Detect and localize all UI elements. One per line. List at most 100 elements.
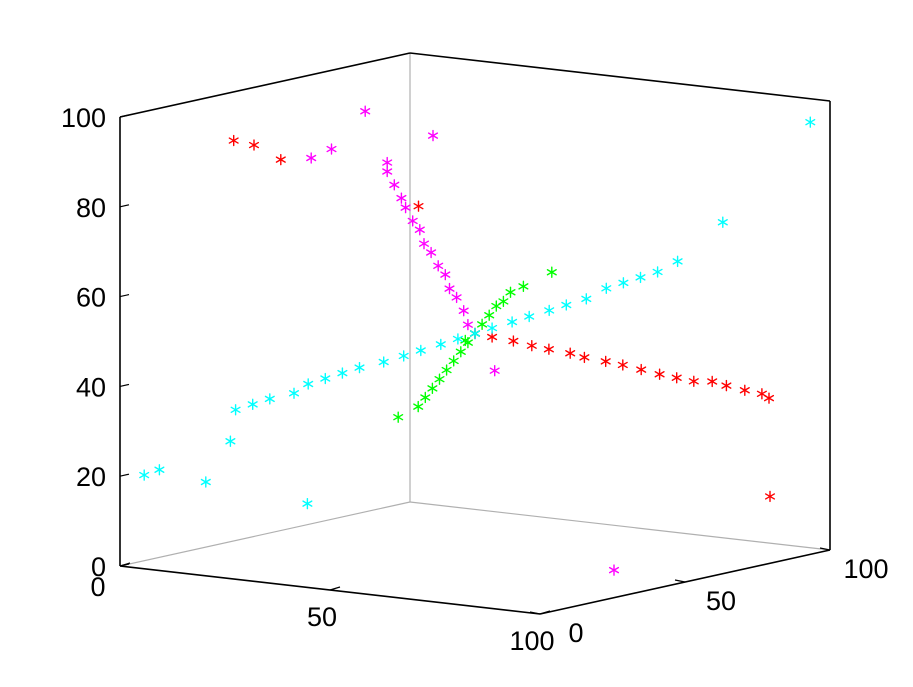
z-tick bbox=[119, 473, 130, 477]
data-point bbox=[707, 375, 718, 388]
data-point bbox=[326, 143, 337, 155]
data-point bbox=[389, 179, 400, 191]
data-point bbox=[526, 339, 537, 352]
x-tick bbox=[539, 610, 551, 615]
data-point bbox=[487, 322, 498, 334]
data-point bbox=[433, 260, 444, 272]
data-point bbox=[579, 351, 590, 364]
y-tick bbox=[529, 611, 541, 615]
data-point bbox=[440, 268, 451, 281]
data-point bbox=[228, 134, 239, 147]
data-point bbox=[600, 355, 611, 368]
data-point bbox=[225, 435, 236, 447]
data-point bbox=[418, 237, 430, 250]
data-point bbox=[672, 255, 683, 268]
data-point bbox=[764, 490, 776, 503]
data-point bbox=[413, 400, 424, 413]
data-point bbox=[652, 266, 663, 278]
data-point bbox=[546, 266, 557, 278]
z-tick-label: 0 bbox=[91, 552, 106, 582]
data-point bbox=[717, 216, 728, 228]
data-point bbox=[524, 310, 535, 323]
x-tick-label: 0 bbox=[90, 572, 105, 602]
data-points bbox=[139, 105, 816, 576]
data-point bbox=[354, 361, 365, 374]
z-tick bbox=[119, 204, 130, 208]
data-point bbox=[635, 271, 646, 284]
data-point bbox=[462, 318, 473, 331]
data-point bbox=[505, 286, 516, 298]
z-tick-label: 60 bbox=[76, 283, 106, 313]
data-point bbox=[518, 280, 529, 293]
data-point bbox=[763, 392, 775, 404]
y-tick bbox=[819, 547, 831, 551]
z-tick bbox=[119, 383, 130, 387]
data-point bbox=[543, 343, 554, 355]
data-point bbox=[561, 299, 572, 311]
data-point bbox=[400, 201, 411, 214]
data-point bbox=[398, 350, 409, 362]
x-tick-label: 100 bbox=[509, 626, 554, 656]
data-point bbox=[507, 316, 518, 328]
data-point bbox=[477, 318, 488, 331]
data-point bbox=[337, 367, 348, 379]
data-point bbox=[618, 277, 629, 289]
data-point bbox=[303, 378, 314, 390]
data-point bbox=[739, 384, 750, 396]
data-point bbox=[302, 497, 313, 510]
y-tick bbox=[674, 579, 686, 583]
data-point bbox=[601, 282, 612, 294]
data-point bbox=[230, 404, 241, 416]
back-floor-edge-y1 bbox=[409, 501, 831, 551]
data-point bbox=[320, 372, 331, 385]
data-point bbox=[581, 293, 592, 305]
data-point bbox=[636, 363, 647, 376]
data-point bbox=[378, 356, 389, 368]
series-3 bbox=[139, 116, 816, 510]
z-tick bbox=[119, 294, 130, 298]
data-point bbox=[427, 382, 438, 395]
data-point bbox=[544, 304, 555, 317]
y-tick-label: 0 bbox=[568, 618, 583, 648]
data-point bbox=[247, 398, 258, 411]
data-point bbox=[458, 305, 469, 317]
tick-labels: 0 50 100 0 50 100 0 20 40 60 80 100 bbox=[61, 103, 889, 656]
z-tick-label: 40 bbox=[76, 372, 106, 402]
y-tick-label: 50 bbox=[706, 586, 736, 616]
z-tick-label: 80 bbox=[76, 193, 106, 223]
data-point bbox=[688, 375, 699, 387]
z-tick bbox=[119, 114, 130, 118]
data-point bbox=[721, 379, 732, 392]
data-point bbox=[413, 200, 424, 212]
data-point bbox=[441, 364, 452, 376]
top-edge-right bbox=[409, 52, 831, 102]
x-tick bbox=[329, 586, 341, 591]
data-point bbox=[452, 333, 463, 345]
series-0 bbox=[228, 134, 776, 503]
data-point bbox=[393, 411, 404, 423]
back-floor-edge-x0 bbox=[119, 501, 411, 567]
data-point bbox=[420, 391, 431, 404]
data-point bbox=[200, 476, 211, 488]
data-point bbox=[489, 365, 500, 377]
data-point bbox=[407, 215, 418, 227]
data-point bbox=[434, 373, 445, 385]
data-point bbox=[671, 372, 682, 384]
data-point bbox=[414, 224, 425, 236]
data-point bbox=[360, 105, 371, 117]
data-point bbox=[805, 116, 816, 128]
z-tick-label: 100 bbox=[61, 103, 106, 133]
data-point bbox=[396, 192, 407, 204]
data-point bbox=[469, 327, 481, 340]
data-point bbox=[756, 388, 767, 400]
data-point bbox=[306, 152, 317, 164]
data-point bbox=[139, 469, 150, 481]
data-point bbox=[491, 300, 502, 312]
data-point bbox=[426, 246, 437, 259]
data-point bbox=[508, 335, 519, 347]
data-point bbox=[275, 153, 286, 166]
data-point bbox=[565, 347, 576, 359]
data-point bbox=[154, 464, 165, 476]
data-point bbox=[498, 295, 509, 308]
